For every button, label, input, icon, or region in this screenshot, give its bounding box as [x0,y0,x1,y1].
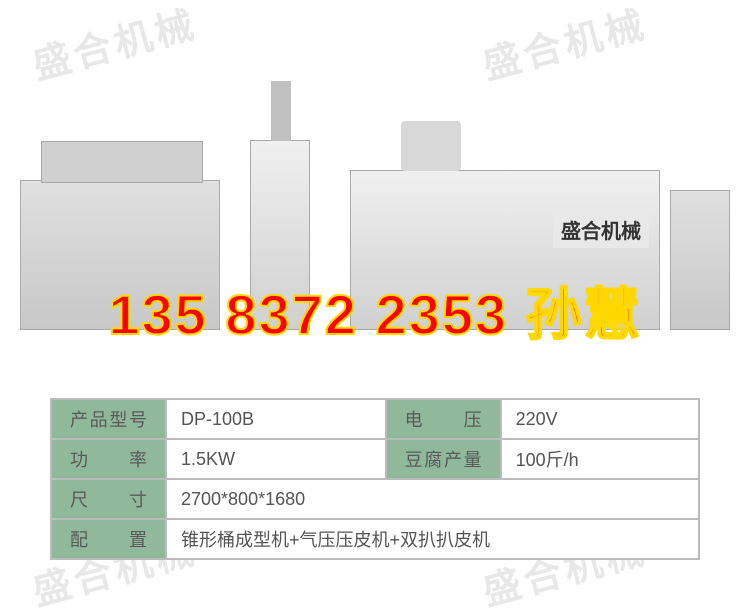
table-row: 尺 寸 2700*800*1680 [51,479,699,519]
spec-label-config: 配 置 [51,519,166,559]
spec-value-config: 锥形桶成型机+气压压皮机+双扒扒皮机 [166,519,699,559]
spec-value-output: 100斤/h [501,439,699,479]
table-row: 功 率 1.5KW 豆腐产量 100斤/h [51,439,699,479]
spec-table: 产品型号 DP-100B 电 压 220V 功 率 1.5KW 豆腐产量 100… [50,398,700,560]
machine-brand-label: 盛合机械 [553,211,649,248]
table-row: 配 置 锥形桶成型机+气压压皮机+双扒扒皮机 [51,519,699,559]
spec-label-model: 产品型号 [51,399,166,439]
spec-value-power: 1.5KW [166,439,386,479]
spec-value-voltage: 220V [501,399,699,439]
contact-overlay: 135 8372 2353 孙慧 [0,270,750,351]
spec-label-size: 尺 寸 [51,479,166,519]
spec-label-output: 豆腐产量 [386,439,501,479]
spec-label-voltage: 电 压 [386,399,501,439]
spec-value-model: DP-100B [166,399,386,439]
spec-label-power: 功 率 [51,439,166,479]
table-row: 产品型号 DP-100B 电 压 220V [51,399,699,439]
watermark: 盛合机械 [476,0,653,90]
spec-value-size: 2700*800*1680 [166,479,699,519]
watermark: 盛合机械 [26,0,203,90]
